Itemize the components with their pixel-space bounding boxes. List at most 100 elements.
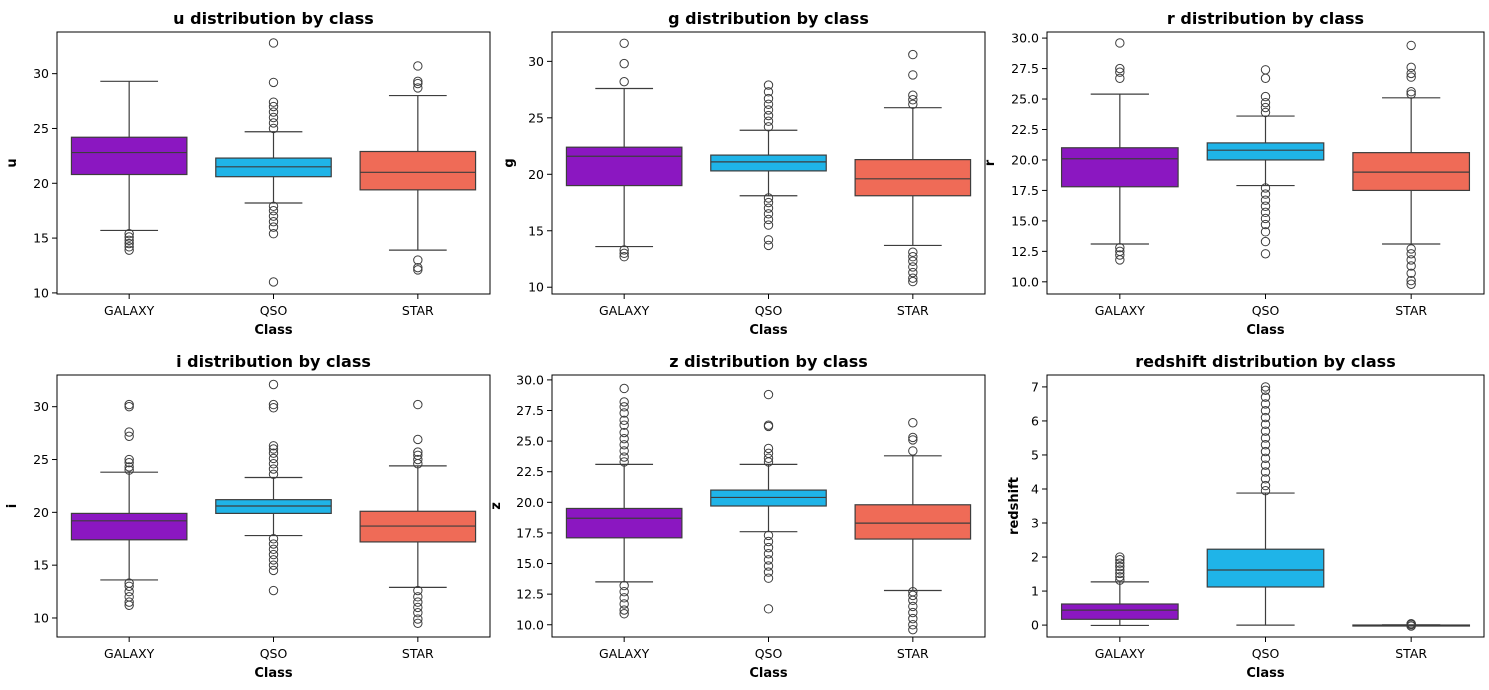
outlier-point xyxy=(763,93,774,104)
x-tick-label: QSO xyxy=(260,646,288,661)
y-axis-label: g xyxy=(502,158,517,167)
outlier-point xyxy=(124,238,134,249)
outlier-point xyxy=(619,599,629,609)
outlier-point xyxy=(1260,382,1271,392)
outlier-point xyxy=(908,613,918,624)
outlier-point xyxy=(1260,65,1271,75)
outlier-point xyxy=(268,77,279,88)
y-tick-label: 30 xyxy=(528,54,544,69)
outlier-point xyxy=(413,614,423,624)
iqr-box xyxy=(1352,152,1471,192)
outlier-point xyxy=(619,252,629,262)
plot-frame xyxy=(551,31,986,295)
box-qso xyxy=(1206,382,1325,626)
outlier-point xyxy=(1406,268,1416,278)
y-tick-label: 25 xyxy=(33,121,49,136)
outlier-point xyxy=(413,450,423,460)
outlier-point xyxy=(908,262,918,272)
outlier-point xyxy=(908,252,918,262)
plot-frame xyxy=(551,374,986,638)
outlier-point xyxy=(1115,561,1125,572)
box-qso xyxy=(215,38,332,287)
outlier-point xyxy=(413,255,423,265)
outlier-point xyxy=(1406,244,1416,254)
outlier-point xyxy=(619,587,629,597)
x-tick-label: STAR xyxy=(402,646,434,661)
outlier-point xyxy=(1260,433,1271,443)
y-tick-label: 27.5 xyxy=(1011,61,1039,76)
outlier-point xyxy=(908,590,918,601)
outlier-point xyxy=(124,462,134,472)
outlier-point xyxy=(619,402,629,412)
outlier-point xyxy=(268,459,279,469)
y-tick-label: 12.5 xyxy=(1011,244,1039,259)
outlier-point xyxy=(124,427,134,437)
outlier-point xyxy=(908,432,918,443)
outlier-point xyxy=(268,453,279,464)
outlier-point xyxy=(268,444,279,454)
outlier-point xyxy=(124,401,134,412)
outlier-point xyxy=(763,389,774,400)
y-tick-label: 1 xyxy=(1031,584,1039,599)
outlier-point xyxy=(1260,467,1271,477)
outlier-point xyxy=(619,76,629,87)
outlier-point xyxy=(124,245,134,255)
outlier-point xyxy=(619,248,629,259)
outlier-point xyxy=(1260,236,1271,247)
outlier-point xyxy=(268,534,279,544)
y-tick-label: 7 xyxy=(1031,379,1039,394)
outlier-point xyxy=(124,597,134,607)
outlier-point xyxy=(1260,207,1271,218)
outlier-point xyxy=(124,454,134,465)
outlier-point xyxy=(763,604,774,614)
y-tick-label: 30 xyxy=(33,399,49,414)
outlier-point xyxy=(124,431,134,441)
outlier-point xyxy=(413,262,423,273)
box-qso xyxy=(710,389,827,614)
outlier-point xyxy=(1406,261,1416,271)
chart-title: i distribution by class xyxy=(176,352,371,371)
box-qso xyxy=(710,80,827,251)
outlier-point xyxy=(1260,97,1271,108)
y-tick-label: 10.0 xyxy=(1011,274,1039,289)
outlier-point xyxy=(763,193,774,203)
outlier-point xyxy=(413,592,423,602)
outlier-point xyxy=(763,209,774,219)
outlier-point xyxy=(763,549,774,559)
outlier-point xyxy=(268,539,279,549)
outlier-point xyxy=(1260,102,1271,113)
outlier-point xyxy=(619,457,629,467)
outlier-point xyxy=(1260,426,1271,436)
outlier-point xyxy=(413,434,423,445)
outlier-point xyxy=(763,116,774,126)
outlier-point xyxy=(268,441,279,451)
box-star xyxy=(854,418,972,635)
outlier-point xyxy=(763,80,774,90)
y-tick-label: 20 xyxy=(33,176,49,191)
y-tick-label: 4 xyxy=(1031,481,1039,496)
outlier-point xyxy=(1115,246,1125,257)
outlier-point xyxy=(1115,552,1125,562)
outlier-point xyxy=(268,112,279,123)
outlier-point xyxy=(1115,575,1125,585)
y-tick-label: 6 xyxy=(1031,413,1039,428)
chart-title: u distribution by class xyxy=(173,9,374,28)
iqr-box xyxy=(70,136,188,176)
outlier-point xyxy=(1115,558,1125,568)
outlier-point xyxy=(413,83,423,93)
outlier-point xyxy=(268,549,279,560)
chart-title: z distribution by class xyxy=(669,352,868,371)
outlier-point xyxy=(1260,249,1271,259)
plot-frame xyxy=(1046,374,1485,638)
y-tick-label: 20.0 xyxy=(1011,152,1039,167)
box-star xyxy=(359,61,477,275)
y-tick-label: 25.0 xyxy=(516,434,544,449)
outlier-point xyxy=(1260,213,1271,224)
outlier-point xyxy=(908,601,918,612)
iqr-box xyxy=(854,504,972,540)
outlier-point xyxy=(763,561,774,571)
x-tick-label: GALAXY xyxy=(1095,646,1146,661)
outlier-point xyxy=(619,452,629,462)
outlier-point xyxy=(1115,568,1125,579)
